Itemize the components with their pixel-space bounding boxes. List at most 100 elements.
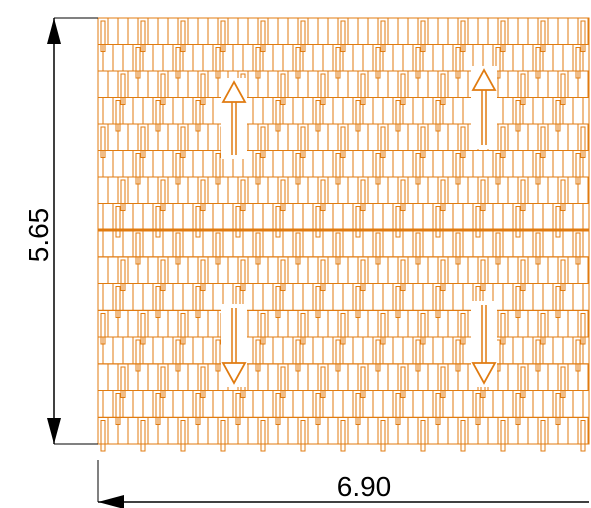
roof-tile — [532, 97, 544, 125]
roof-tile — [322, 336, 334, 365]
roof-tile — [367, 416, 379, 445]
roof-tile — [362, 229, 374, 258]
roof-tile — [157, 17, 169, 45]
roof-tile — [387, 17, 399, 45]
roof-tile — [372, 203, 384, 231]
roof-tile — [152, 150, 164, 178]
roof-tile — [362, 44, 374, 72]
roof-tile — [177, 123, 189, 151]
roof-tile — [302, 283, 314, 311]
roof-tile-tab — [500, 419, 506, 452]
roof-tile — [137, 123, 149, 151]
roof-tile — [442, 336, 454, 365]
roof-tile — [572, 283, 584, 311]
roof-tile — [587, 123, 590, 151]
roof-tile — [132, 283, 144, 311]
roof-tile — [457, 309, 469, 338]
roof-tile — [387, 70, 399, 98]
roof-tile-tab — [300, 419, 306, 452]
roof-tile — [177, 17, 189, 45]
roof-tile — [507, 17, 519, 45]
roof-tile — [507, 256, 519, 284]
roof-tile — [512, 150, 524, 178]
roof-tile — [472, 229, 484, 258]
slope-arrow-down-icon — [471, 301, 497, 387]
roof-tile — [397, 176, 409, 204]
roof-tile — [282, 336, 294, 365]
roof-tile — [172, 97, 184, 125]
roof-tile — [437, 176, 449, 204]
roof-tile — [562, 44, 574, 72]
roof-tile — [457, 123, 469, 151]
roof-tile — [312, 336, 324, 365]
roof-tile — [502, 97, 514, 125]
roof-tile — [537, 123, 549, 151]
roof-tile — [107, 17, 119, 45]
roof-tile — [132, 390, 144, 418]
roof-tile — [267, 256, 279, 284]
roof-tile — [422, 390, 434, 418]
roof-tile — [297, 309, 309, 338]
roof-tile-tab — [380, 419, 386, 452]
roof-tile — [272, 150, 284, 178]
roof-tile — [552, 44, 564, 72]
roof-tile — [432, 336, 444, 365]
roof-tile-tab — [180, 419, 186, 452]
roof-tile — [187, 17, 199, 45]
roof-tile — [342, 390, 354, 418]
roof-tile — [312, 44, 324, 72]
roof-tile — [572, 229, 584, 258]
roof-tile — [102, 203, 114, 231]
slope-arrow-up-icon — [471, 66, 497, 149]
roof-tile — [282, 44, 294, 72]
roof-tile — [192, 336, 204, 365]
roof-tile — [582, 336, 590, 365]
roof-tile — [477, 256, 489, 284]
roof-tile — [517, 256, 529, 284]
roof-tile — [262, 283, 274, 311]
roof-tile — [407, 17, 419, 45]
roof-tile — [552, 229, 564, 258]
roof-tile — [137, 416, 149, 445]
roof-tile — [397, 70, 409, 98]
roof-tile — [532, 203, 544, 231]
roof-tile — [317, 256, 329, 284]
roof-tile — [132, 203, 144, 231]
roof-tile-tab — [340, 419, 346, 452]
roof-tile — [172, 390, 184, 418]
roof-tile-tab — [420, 419, 426, 452]
roof-tile — [347, 176, 359, 204]
roof-tile — [247, 309, 259, 338]
roof-tile — [487, 416, 499, 445]
roof-tile — [252, 203, 264, 231]
roof-tile — [527, 309, 539, 338]
roof-tile — [452, 283, 464, 311]
roof-tile — [122, 44, 134, 72]
roof-tile — [212, 390, 224, 418]
roof-tile — [397, 17, 409, 45]
roof-tile — [392, 150, 404, 178]
roof-tile — [357, 70, 369, 98]
roof-tile — [382, 203, 394, 231]
roof-tile — [522, 44, 534, 72]
roof-tile-tab — [115, 206, 121, 238]
roof-tile — [282, 229, 294, 258]
roof-tile — [497, 416, 509, 445]
roof-tile — [207, 17, 219, 45]
roof-tile — [157, 176, 169, 204]
roof-tile — [122, 336, 134, 365]
roof-tile-tab — [315, 206, 321, 238]
roof-tile — [552, 336, 564, 365]
roof-tile — [307, 256, 319, 284]
roof-tile — [282, 150, 294, 178]
roof-tile-tab — [460, 419, 466, 452]
roof-tile — [482, 150, 494, 178]
roof-tile — [262, 229, 274, 258]
roof-tile — [422, 97, 434, 125]
roof-tile — [557, 176, 569, 204]
roof-tile — [307, 176, 319, 204]
roof-tile-pattern — [97, 17, 590, 452]
roof-tile — [527, 17, 539, 45]
arrow-head — [471, 362, 497, 385]
roof-tile — [437, 363, 449, 391]
